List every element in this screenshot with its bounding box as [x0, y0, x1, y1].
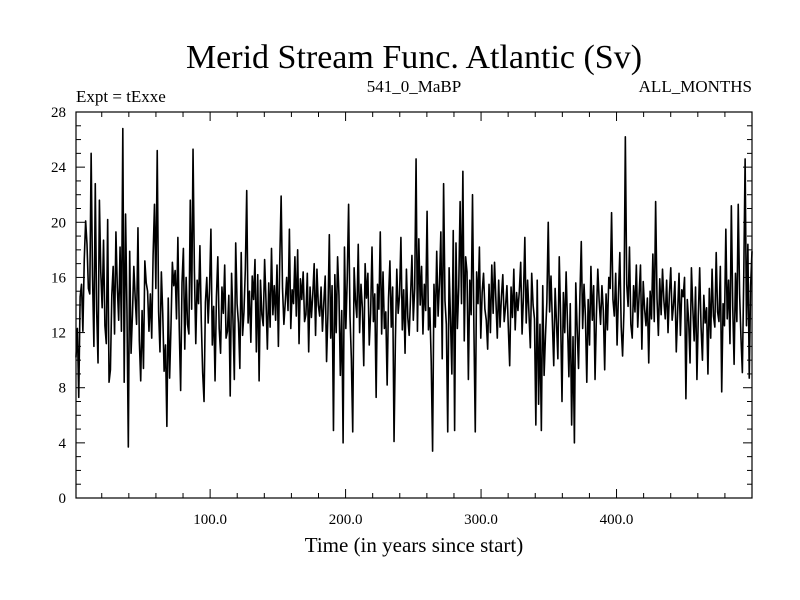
series-line [75, 127, 753, 452]
subtitle-right: ALL_MONTHS [639, 77, 752, 96]
y-tick-label: 28 [51, 105, 66, 121]
y-tick-label: 4 [59, 436, 67, 452]
y-tick-label: 16 [51, 270, 67, 286]
y-tick-label: 20 [51, 215, 66, 231]
x-tick-label: 200.0 [329, 512, 363, 528]
y-tick-label: 0 [59, 491, 67, 507]
chart-title: Merid Stream Func. Atlantic (Sv) [186, 39, 642, 76]
x-tick-label: 300.0 [464, 512, 498, 528]
y-tick-label: 8 [59, 381, 67, 397]
x-tick-label: 400.0 [600, 512, 634, 528]
x-axis-label: Time (in years since start) [305, 533, 524, 557]
plot-frame [75, 111, 753, 499]
x-tick-label: 100.0 [193, 512, 227, 528]
y-tick-label: 24 [51, 160, 67, 176]
subtitle-center: 541_0_MaBP [367, 77, 461, 96]
subtitle-left: Expt = tExxe [76, 87, 166, 106]
axis-tick-labels: 0 4 8 12 16 20 24 28 100.0 200.0 300.0 400.0 [51, 105, 633, 528]
y-tick-label: 12 [51, 326, 66, 342]
